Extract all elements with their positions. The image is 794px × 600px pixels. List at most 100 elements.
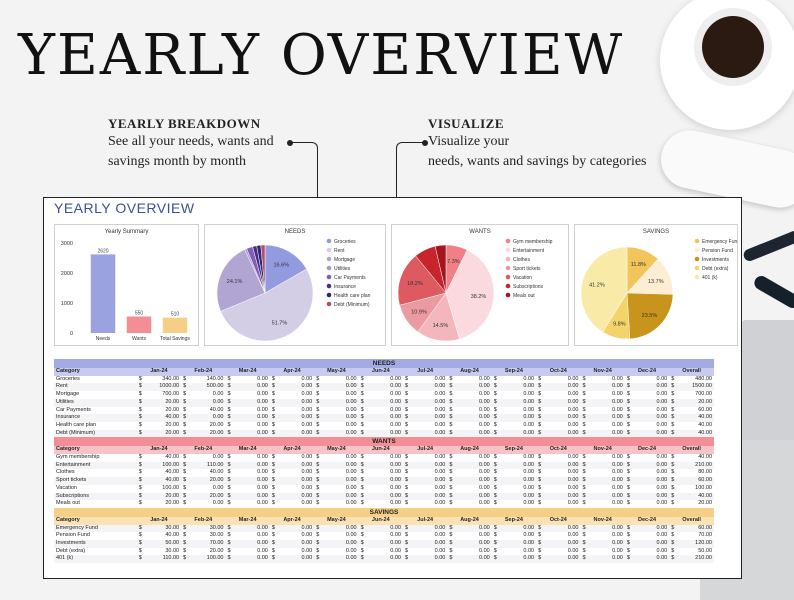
table-row[interactable]: Mortgage $700.00 $0.00 $0.00 $0.00 $0.00 $0.00… — [54, 391, 714, 399]
currency-symbol: $ — [183, 375, 187, 382]
currency-symbol: $ — [183, 421, 187, 428]
table-row[interactable]: Car Payments $20.00 $40.00 $0.00 $0.00 $0.00 $… — [54, 407, 714, 415]
table-cell: 0.00 — [366, 383, 403, 392]
table-cell: 0.00 — [301, 532, 313, 539]
table-row[interactable]: Investments $50.00 $70.00 $0.00 $0.00 $0.00 $0… — [54, 540, 714, 548]
category-header: Category — [54, 516, 137, 525]
table-cell: 20.00 — [189, 429, 226, 438]
table-row[interactable]: Health care plan $20.00 $20.00 $0.00 $0.00 $0… — [54, 422, 714, 430]
table-cell: 0.00 — [434, 500, 446, 507]
currency-symbol: $ — [269, 540, 278, 548]
currency-symbol: $ — [402, 429, 412, 438]
table-cell: 0.00 — [322, 461, 359, 470]
currency-symbol: $ — [538, 547, 542, 554]
currency-symbol: $ — [447, 492, 456, 501]
bar-category-label: Wants — [132, 336, 146, 342]
overall-cell: 210.00 — [677, 461, 714, 470]
legend-label: 401 (k) — [702, 275, 718, 281]
table-row[interactable]: Emergency Fund $30.00 $30.00 $0.00 $0.00 $0.0… — [54, 524, 714, 533]
table-row[interactable]: Utilities $20.00 $0.00 $0.00 $0.00 $0.00 $0.00… — [54, 398, 714, 407]
table-row[interactable]: Entertainment $100.00 $110.00 $0.00 $0.00 $0.… — [54, 461, 714, 470]
table-row[interactable]: Sport tickets $40.00 $20.00 $0.00 $0.00 $0.00… — [54, 477, 714, 485]
currency-symbol: $ — [271, 375, 275, 382]
currency-symbol: $ — [358, 477, 367, 485]
currency-symbol: $ — [493, 421, 497, 428]
month-header: Oct-24 — [536, 368, 581, 376]
currency-symbol: $ — [491, 383, 500, 392]
table-row[interactable]: 401 (k) $110.00 $100.00 $0.00 $0.00 $0.00 $0.0… — [54, 555, 714, 564]
month-header: May-24 — [314, 516, 359, 525]
table-row[interactable]: Debt (Minimum) $20.00 $20.00 $0.00 $0.00 $0.0… — [54, 429, 714, 438]
overall-cell: 80.00 — [698, 469, 712, 476]
table-row[interactable]: Groceries $340.00 $140.00 $0.00 $0.00 $0.00 $0… — [54, 376, 714, 384]
section-title: NEEDS — [54, 359, 714, 368]
currency-symbol: $ — [491, 524, 500, 533]
currency-symbol: $ — [582, 547, 586, 554]
month-header: Jul-24 — [402, 368, 448, 376]
table-cell: 20.00 — [209, 421, 224, 428]
overall-cell: 40.00 — [698, 454, 712, 461]
table-cell: 0.00 — [523, 421, 535, 428]
section-title: WANTS — [54, 437, 714, 447]
table-cell: 0.00 — [322, 540, 359, 548]
table-row[interactable]: Vacation $100.00 $0.00 $0.00 $0.00 $0.00 $0.00… — [54, 485, 714, 493]
currency-symbol: $ — [671, 500, 675, 507]
table-row[interactable]: Meals out $20.00 $0.00 $0.00 $0.00 $0.00 $0.00… — [54, 500, 714, 508]
table-row[interactable]: Pension Fund $40.00 $30.00 $0.00 $0.00 $0.00 $… — [54, 532, 714, 540]
table-cell: 0.00 — [277, 398, 315, 407]
table-cell: 0.00 — [322, 555, 359, 564]
table-cell: 0.00 — [434, 469, 446, 476]
table-cell: 0.00 — [411, 383, 448, 392]
table-cell: 0.00 — [479, 421, 490, 428]
currency-symbol: $ — [136, 429, 145, 438]
table-row[interactable]: Rent $1000.00 $500.00 $0.00 $0.00 $0.00 $0.00 $… — [54, 383, 714, 392]
legend-swatch — [326, 256, 332, 262]
month-header: Mar-24 — [225, 368, 270, 376]
table-cell: 0.00 — [612, 421, 623, 428]
table-cell: 0.00 — [345, 532, 357, 539]
currency-symbol: $ — [404, 375, 409, 382]
currency-symbol: $ — [138, 484, 142, 491]
currency-symbol: $ — [227, 500, 231, 507]
table-cell: 0.00 — [523, 454, 535, 461]
table-cell: 0.00 — [301, 547, 313, 554]
currency-symbol: $ — [626, 469, 630, 476]
bar-wants — [126, 316, 152, 333]
table-cell: 0.00 — [612, 484, 623, 491]
breakdown-line2: savings month by month — [108, 154, 247, 169]
table-row[interactable]: Clothes $40.00 $40.00 $0.00 $0.00 $0.00 $0.00 $… — [54, 469, 714, 477]
bar-category-label: Needs — [96, 336, 111, 342]
table-cell: 0.00 — [411, 540, 448, 548]
table-cell: 0.00 — [544, 492, 581, 501]
pie-slice-groceries — [264, 244, 307, 294]
table-cell: 0.00 — [479, 547, 490, 554]
needs-pie-chart: 16.6% 51.7% 24.1% Groceries Rent Mortgage Util… — [216, 238, 371, 342]
legend-swatch — [505, 238, 511, 244]
currency-symbol: $ — [360, 469, 364, 476]
legend-swatch — [694, 256, 700, 262]
table-row[interactable]: Insurance $40.00 $0.00 $0.00 $0.00 $0.00 $0.00… — [54, 414, 714, 422]
overall-cell: 50.00 — [698, 547, 712, 554]
table-cell: 0.00 — [366, 429, 403, 438]
table-cell: 0.00 — [434, 547, 446, 554]
pie-slice-401-k- — [580, 246, 628, 333]
table-row[interactable]: Debt (extra) $30.00 $20.00 $0.00 $0.00 $0.00 $… — [54, 548, 714, 556]
currency-symbol: $ — [538, 391, 542, 398]
currency-symbol: $ — [360, 547, 364, 554]
pie-slice-entertainment — [445, 249, 495, 340]
currency-symbol: $ — [358, 524, 367, 533]
currency-symbol: $ — [626, 391, 630, 398]
pie-slice-meals-out — [434, 244, 447, 294]
table-row[interactable]: Subscriptions $20.00 $20.00 $0.00 $0.00 $0.00… — [54, 492, 714, 501]
currency-symbol: $ — [402, 477, 412, 485]
currency-symbol: $ — [538, 406, 542, 413]
currency-symbol: $ — [493, 500, 497, 507]
legend-swatch — [326, 247, 332, 253]
currency-symbol: $ — [580, 492, 589, 501]
currency-symbol: $ — [136, 540, 145, 548]
legend-label: Sport tickets — [513, 266, 541, 272]
table-row[interactable]: Gym membership $40.00 $0.00 $0.00 $0.00 $0.00… — [54, 454, 714, 462]
table-cell: 0.00 — [277, 492, 315, 501]
table-cell: 0.00 — [656, 391, 668, 398]
pie-slice-rent — [220, 268, 314, 342]
